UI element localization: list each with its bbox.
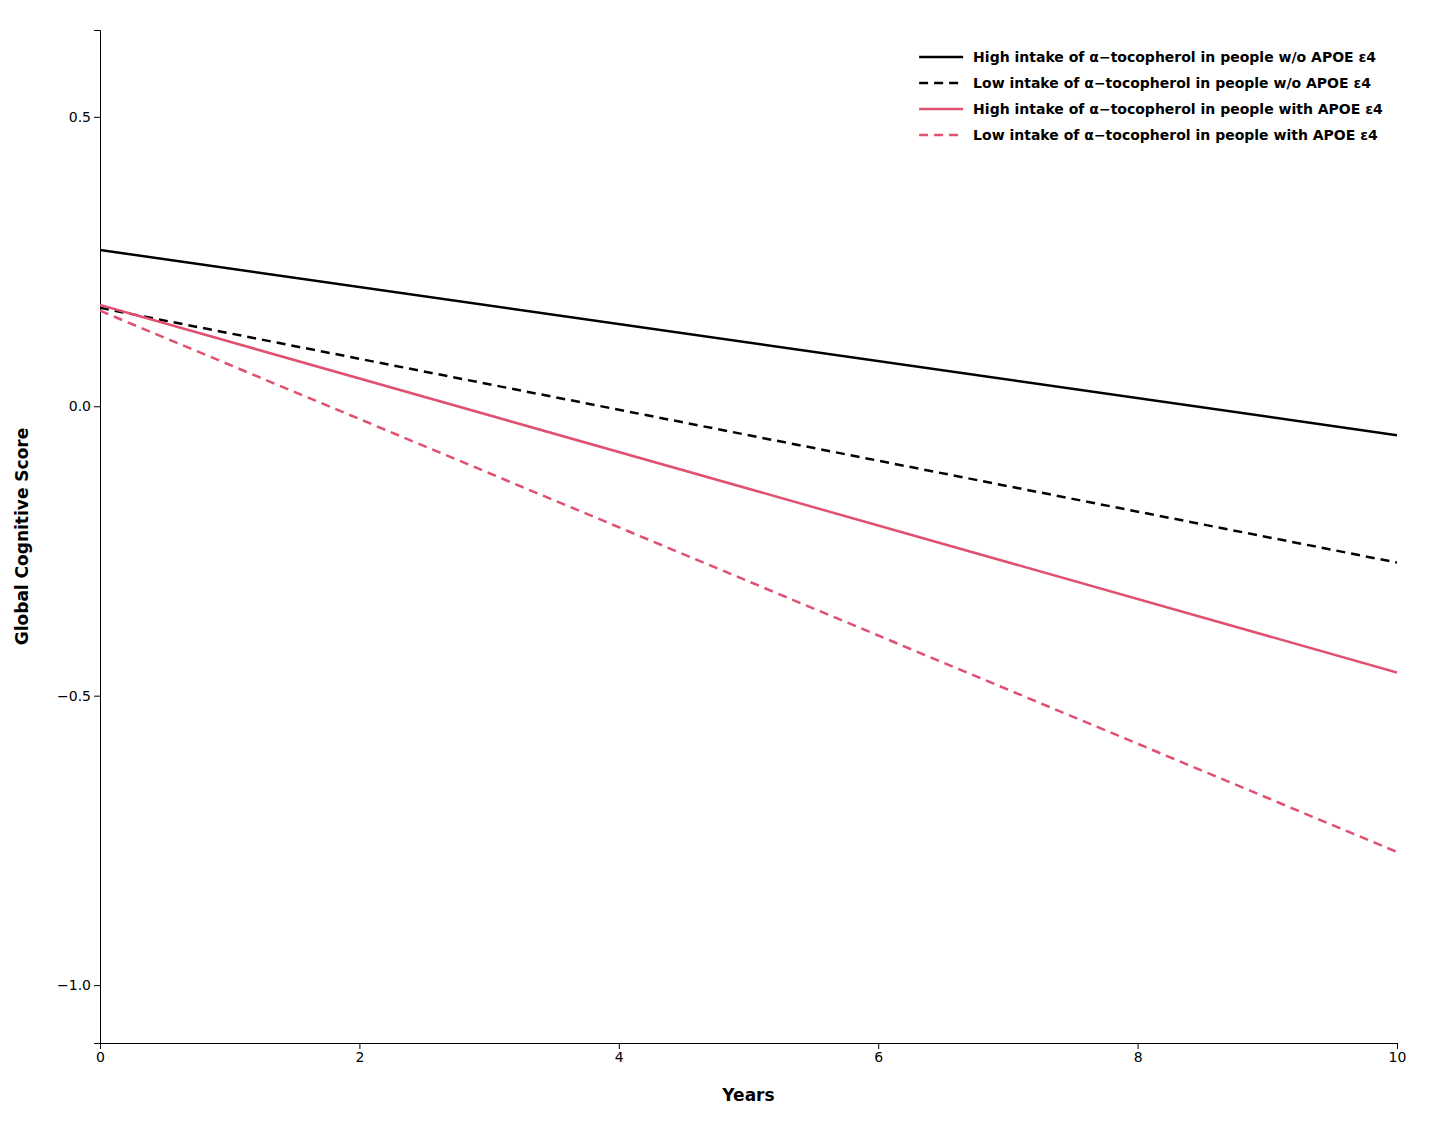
legend-label: High intake of α−tocopherol in people w/… — [973, 49, 1376, 65]
tick-label: 0.5 — [69, 109, 91, 125]
tick-mark — [94, 117, 100, 118]
tick-label: 4 — [615, 1049, 624, 1065]
tick: 0 — [96, 1043, 105, 1065]
legend-item: High intake of α−tocopherol in people wi… — [919, 101, 1383, 117]
tick-mark — [94, 696, 100, 697]
tick-mark — [94, 406, 100, 407]
axis-line — [94, 31, 101, 1044]
series-line — [100, 308, 1397, 563]
tick: −1.0 — [57, 977, 100, 993]
legend-swatch — [919, 134, 963, 137]
legend-swatch — [919, 82, 963, 85]
tick-label: 10 — [1389, 1049, 1407, 1065]
series-line — [100, 250, 1397, 435]
legend-item: Low intake of α−tocopherol in people wit… — [919, 127, 1378, 143]
plot: 0 2 4 6 8 10 −1.0 −0.5 0.0 0.5 High intake of α−to… — [57, 31, 1406, 1065]
tick: 6 — [874, 1043, 883, 1065]
tick-label: 6 — [874, 1049, 883, 1065]
tick-label: −1.0 — [57, 977, 91, 993]
legend-swatch — [919, 108, 963, 111]
tick-label: 2 — [355, 1049, 364, 1065]
chart: 0 2 4 6 8 10 −1.0 −0.5 0.0 0.5 High intake of α−to… — [0, 0, 1437, 1123]
series-line — [100, 311, 1397, 852]
tick: 0.0 — [69, 398, 100, 414]
legend-item: Low intake of α−tocopherol in people w/o… — [919, 75, 1371, 91]
lines — [100, 250, 1397, 852]
tick: 4 — [615, 1043, 624, 1065]
tick-label: −0.5 — [57, 688, 91, 704]
legend-label: High intake of α−tocopherol in people wi… — [973, 101, 1383, 117]
tick: −0.5 — [57, 688, 100, 704]
x-axis-title: Years — [721, 1085, 774, 1105]
tick: 10 — [1389, 1043, 1407, 1065]
legend-item: High intake of α−tocopherol in people w/… — [919, 49, 1376, 65]
x-axis: 0 2 4 6 8 10 — [96, 1043, 1406, 1065]
legend: High intake of α−tocopherol in people w/… — [919, 49, 1383, 143]
series-line — [100, 305, 1397, 673]
tick-mark — [94, 985, 100, 986]
axis-line — [101, 1044, 1398, 1050]
legend-label: Low intake of α−tocopherol in people wit… — [973, 127, 1378, 143]
tick: 8 — [1134, 1043, 1143, 1065]
tick-label: 0.0 — [69, 398, 91, 414]
tick-label: 0 — [96, 1049, 105, 1065]
tick: 0.5 — [69, 109, 100, 125]
tick: 2 — [355, 1043, 364, 1065]
legend-swatch — [919, 56, 963, 59]
legend-label: Low intake of α−tocopherol in people w/o… — [973, 75, 1371, 91]
tick-label: 8 — [1134, 1049, 1143, 1065]
y-axis: −1.0 −0.5 0.0 0.5 — [57, 31, 101, 1044]
y-axis-title: Global Cognitive Score — [12, 428, 32, 646]
